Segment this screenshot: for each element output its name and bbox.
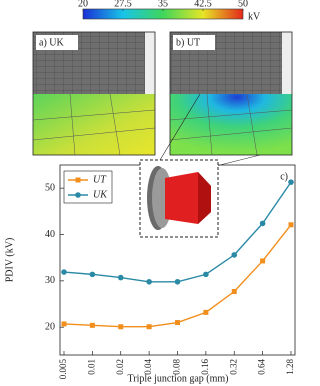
marker xyxy=(175,320,180,326)
marker xyxy=(117,274,124,281)
x-tick-label: 0.16 xyxy=(200,359,210,375)
marker xyxy=(260,258,266,264)
x-tick-label: 0.02 xyxy=(115,359,125,375)
marker xyxy=(231,252,238,258)
series-line xyxy=(63,224,292,328)
figure: kV a) UK b) UT c) PDIV (kV) Triple junct… xyxy=(4,0,296,384)
y-axis-label: PDIV (kV) xyxy=(4,238,15,283)
x-tick-label: 0.04 xyxy=(143,359,153,375)
legend-label: UK xyxy=(93,189,108,200)
colorbar-unit: kV xyxy=(248,11,261,22)
colorbar-tick-label: 42.5 xyxy=(194,0,212,9)
x-tick-label: 0.32 xyxy=(228,359,238,375)
y-tick-label: 30 xyxy=(45,275,55,286)
x-tick-label: 0.005 xyxy=(58,359,68,380)
legend-label: UT xyxy=(93,174,107,185)
x-tick-label: 0.08 xyxy=(172,359,182,375)
x-axis-label: Triple junction gap (mm) xyxy=(127,373,228,384)
x-tick-label: 0.01 xyxy=(86,359,96,375)
marker xyxy=(231,289,237,295)
x-tick-label: 1.28 xyxy=(285,359,295,375)
panel-label: a) UK xyxy=(39,37,64,48)
marker xyxy=(75,192,81,198)
marker xyxy=(259,220,266,227)
colorbar-tick-label: 50 xyxy=(238,0,248,9)
panel-b: b) UT xyxy=(169,31,293,156)
marker xyxy=(203,309,209,315)
y-tick-label: 40 xyxy=(45,229,55,240)
model-inset xyxy=(139,93,261,238)
x-tick-label: 0.64 xyxy=(257,359,267,375)
panel-label: b) UT xyxy=(176,37,200,48)
marker xyxy=(89,322,95,328)
y-tick-label: 50 xyxy=(45,182,55,193)
marker xyxy=(288,179,294,185)
marker xyxy=(61,269,67,275)
marker xyxy=(61,321,67,327)
colorbar-tick-label: 20 xyxy=(78,0,88,9)
panel-label: c) xyxy=(280,171,288,182)
colorbar-tick-label: 27.5 xyxy=(114,0,132,9)
marker xyxy=(288,222,294,228)
legend xyxy=(63,170,113,204)
y-tick-label: 20 xyxy=(45,321,55,332)
marker xyxy=(203,271,209,278)
marker xyxy=(174,278,181,285)
colorbar-tick-label: 35 xyxy=(158,0,168,9)
marker xyxy=(75,177,81,183)
marker xyxy=(146,278,152,285)
marker xyxy=(146,324,152,330)
marker xyxy=(89,271,96,278)
panel-a: a) UK xyxy=(32,31,156,156)
marker xyxy=(118,324,124,330)
